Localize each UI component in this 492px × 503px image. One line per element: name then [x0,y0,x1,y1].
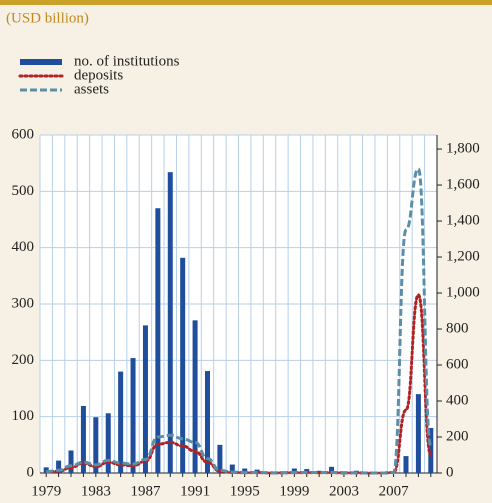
x-tick-label: 1979 [31,483,61,499]
bar [242,468,248,473]
y2-tick-label: 1,600 [446,176,480,192]
bar [118,371,124,473]
bar [56,460,62,473]
line-dashed [46,167,433,475]
bar [130,358,136,473]
bar [105,413,111,473]
y2-tick-label: 400 [446,392,469,408]
bar [291,468,297,473]
bar [192,320,198,473]
legend-label: assets [74,81,109,97]
y2-tick-label: 600 [446,356,469,372]
y-tick-label: 200 [12,352,35,368]
y-tick-label: 400 [12,239,35,255]
bar [217,444,223,473]
y-tick-label: 500 [12,183,35,199]
x-tick-label: 2003 [329,483,359,499]
legend-label: no. of institutions [74,53,180,69]
bar [155,208,161,473]
x-tick-label: 1999 [279,483,309,499]
bar [428,427,434,473]
y-tick-label: 300 [12,295,35,311]
bar [167,172,173,473]
top-rule [0,0,492,5]
y2-tick-label: 1,200 [446,248,480,264]
x-tick-label: 1987 [130,483,161,499]
bar [316,470,322,473]
y-tick-label: 600 [12,126,35,142]
y2-tick-label: 200 [446,428,469,444]
bar [415,394,421,473]
y2-tick-label: 1,000 [446,284,480,300]
y2-tick-label: 800 [446,320,469,336]
bar [180,257,186,473]
x-tick-label: 1983 [81,483,111,499]
x-tick-label: 1995 [230,483,260,499]
bar [68,450,74,473]
legend-swatch [20,59,62,65]
y2-tick-label: 1,800 [446,140,480,156]
bar [267,472,273,473]
x-tick-label: 1991 [180,483,210,499]
y2-tick-label: 0 [446,464,454,480]
y2-tick-label: 1,400 [446,212,480,228]
y-tick-label: 0 [27,464,35,480]
bar [93,417,99,473]
x-tick-label: 2007 [379,483,410,499]
bar [142,325,148,473]
bar [204,371,210,473]
bar [403,456,409,473]
legend-label: deposits [74,67,123,83]
bar [229,464,235,473]
subtitle: (USD billion) [6,10,89,26]
bar [80,405,86,473]
bar [329,466,335,473]
y-tick-label: 100 [12,408,35,424]
